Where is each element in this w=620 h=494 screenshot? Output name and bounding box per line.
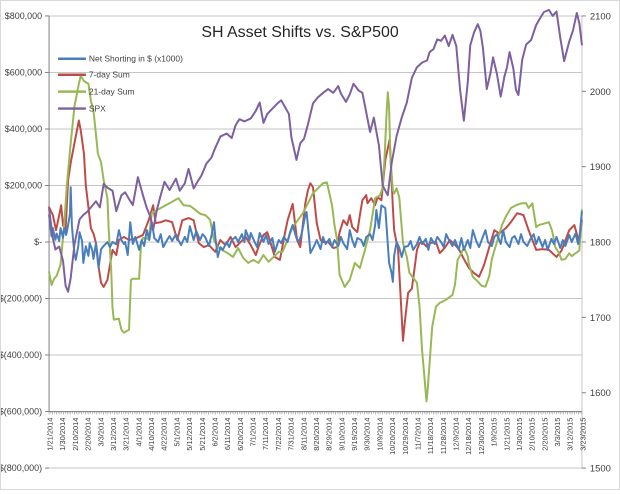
x-axis-label: 12/9/2014 — [452, 418, 461, 451]
x-axis-label: 2/10/2014 — [71, 418, 80, 451]
x-axis-label: 5/1/2014 — [172, 418, 181, 447]
x-axis-label: 4/22/2014 — [160, 418, 169, 451]
left-axis-label: $(600,000) — [1, 407, 42, 417]
x-axis-label: 6/20/2014 — [236, 418, 245, 451]
legend-label: 7-day Sum — [89, 70, 130, 80]
legend-label: 21-day Sum — [89, 87, 135, 97]
x-axis-label: 10/9/2014 — [375, 418, 384, 451]
x-axis-label: 10/29/2014 — [401, 418, 410, 455]
right-axis-label: 1900 — [590, 162, 611, 173]
x-axis-label: 5/21/2014 — [198, 418, 207, 451]
x-axis-label: 3/3/2014 — [96, 418, 105, 447]
x-axis-label: 7/22/2014 — [274, 418, 283, 451]
x-axis-label: 7/11/2014 — [261, 418, 270, 451]
x-axis-label: 8/11/2014 — [299, 418, 308, 451]
x-axis-label: 2/20/2015 — [540, 418, 549, 451]
right-axis-label: 1600 — [590, 388, 611, 399]
x-axis-label: 7/31/2014 — [287, 418, 296, 451]
x-axis-label: 5/12/2014 — [185, 418, 194, 451]
x-axis-label: 11/7/2014 — [413, 418, 422, 451]
series-line-spx — [48, 8, 583, 293]
series-line-net-shorting-in-x1000- — [48, 186, 583, 283]
x-axis-label: 8/29/2014 — [325, 418, 334, 451]
series-layer — [48, 8, 583, 403]
left-axis-label: $- — [34, 237, 42, 247]
right-axis-label: 1700 — [590, 313, 611, 324]
x-axis-label: 6/2/2014 — [210, 418, 219, 447]
x-axis-label: 3/12/2015 — [566, 418, 575, 451]
x-axis-label: 4/10/2014 — [147, 418, 156, 451]
left-axis-label: $(800,000) — [1, 463, 42, 473]
x-axis-label: 3/23/2015 — [578, 418, 587, 451]
x-axis-label: 3/21/2014 — [122, 418, 131, 451]
chart-title: SH Asset Shifts vs. S&P500 — [201, 24, 398, 41]
x-axis-label: 7/1/2014 — [249, 418, 258, 447]
series-line-21-day-sum — [48, 74, 583, 403]
left-axis-label: $200,000 — [5, 180, 42, 190]
right-axis-label: 2000 — [590, 87, 611, 98]
legend: Net Shorting in $ (x1000) 7-day Sum 21-day… — [58, 54, 183, 114]
x-axis-label: 3/12/2014 — [109, 418, 118, 451]
x-axis-label: 1/30/2015 — [515, 418, 524, 451]
x-axis-label: 9/19/2014 — [350, 418, 359, 451]
legend-item-21-day-sum: 21-day Sum — [58, 87, 134, 97]
x-axis-label: 9/10/2014 — [337, 418, 346, 451]
axis-labels-layer: $800,000 $600,000 $400,000 $200,000 $- $(200,… — [0, 11, 611, 475]
x-axis-label: 12/30/2014 — [477, 418, 486, 455]
legend-item-net-shorting-in-x1000-: Net Shorting in $ (x1000) — [58, 54, 183, 64]
x-axis-label: 3/3/2015 — [553, 418, 562, 447]
x-axis-label: 9/30/2014 — [363, 418, 372, 451]
x-axis-label: 1/30/2014 — [58, 418, 67, 451]
right-axis-label: 1500 — [590, 464, 611, 475]
x-axis-label: 11/28/2014 — [439, 418, 448, 455]
left-axis-label: $800,000 — [5, 11, 42, 21]
x-axis-label: 10/20/2014 — [388, 418, 397, 455]
legend-item-spx: SPX — [58, 104, 106, 114]
x-axis-label: 6/11/2014 — [223, 418, 232, 451]
legend-label: SPX — [89, 104, 106, 114]
left-axis-label: $(200,000) — [1, 294, 42, 304]
axes-layer — [45, 15, 586, 469]
left-axis-label: $600,000 — [5, 67, 42, 77]
left-axis-label: $(400,000) — [1, 350, 42, 360]
right-axis-label: 2100 — [590, 11, 611, 22]
legend-label: Net Shorting in $ (x1000) — [89, 54, 183, 64]
x-axis-label: 1/21/2015 — [502, 418, 511, 451]
x-axis-label: 4/1/2014 — [134, 418, 143, 447]
legend-item-7-day-sum: 7-day Sum — [58, 70, 130, 80]
x-axis-label: 2/20/2014 — [84, 418, 93, 451]
x-axis-label: 11/18/2014 — [426, 418, 435, 455]
x-axis-label: 12/18/2014 — [464, 418, 473, 455]
x-axis-label: 2/10/2015 — [528, 418, 537, 451]
right-axis-label: 1800 — [590, 237, 611, 248]
x-axis-label: 1/9/2015 — [490, 418, 499, 447]
x-axis-label: 1/21/2014 — [46, 418, 55, 451]
x-axis-label: 8/20/2014 — [312, 418, 321, 451]
left-axis-label: $400,000 — [5, 124, 42, 134]
